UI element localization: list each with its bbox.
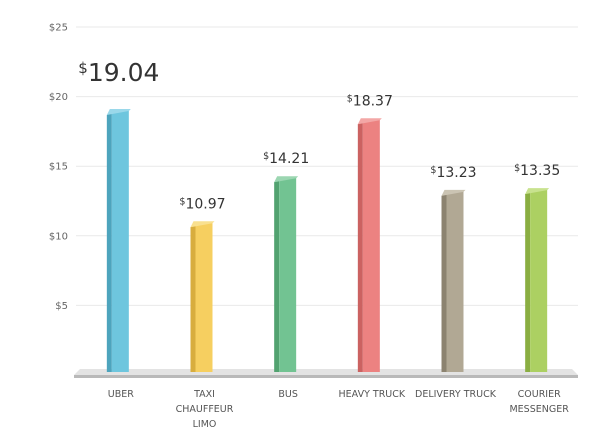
bar-top [525,188,550,195]
bar [530,189,548,372]
bar [446,190,464,372]
bars [106,108,550,373]
bar-top [190,221,215,228]
y-tick-label: $10 [49,231,68,242]
y-axis-ticks: $25 $20 $15 $10 $5 [49,23,68,312]
bar [111,109,129,373]
data-label: $14.21 [263,151,309,167]
category-label: COURIER MESSENGER [509,389,569,415]
category-label: UBER [108,389,134,400]
bar [279,177,297,372]
bar-side [441,190,447,372]
bar-side [190,222,196,372]
category-label: TAXI CHAUFFEUR LIMO [176,389,234,430]
bar [195,222,213,372]
data-label: $19.04 [78,58,159,87]
y-tick-label: $20 [49,92,68,103]
data-label: $13.23 [430,165,476,181]
bar-side [274,177,280,372]
bar-side [357,119,363,372]
data-label: $18.37 [347,93,393,109]
y-tick-label: $15 [49,162,68,173]
bar-side [525,189,531,372]
floor-top [74,369,578,375]
data-label: $10.97 [179,196,225,212]
y-tick-label: $25 [49,23,68,34]
bar-side [106,109,112,373]
bar-top [106,108,131,115]
y-tick-label: $5 [55,301,68,312]
bar-top [441,189,466,196]
data-label: $13.35 [514,163,560,179]
chart-floor [74,369,578,378]
category-label: HEAVY TRUCK [339,389,406,400]
gridlines [76,26,578,306]
bar-top [357,118,382,125]
category-label: BUS [278,389,298,400]
bar-top [274,176,299,183]
floor-edge [74,375,578,378]
bar [362,119,380,372]
data-labels: $19.04 $10.97 $14.21 $18.37 $13.23 $13.35 [78,58,560,212]
category-labels: UBER TAXI CHAUFFEUR LIMO BUS HEAVY TRUCK DELIV… [108,389,569,430]
category-label: DELIVERY TRUCK [415,389,497,400]
